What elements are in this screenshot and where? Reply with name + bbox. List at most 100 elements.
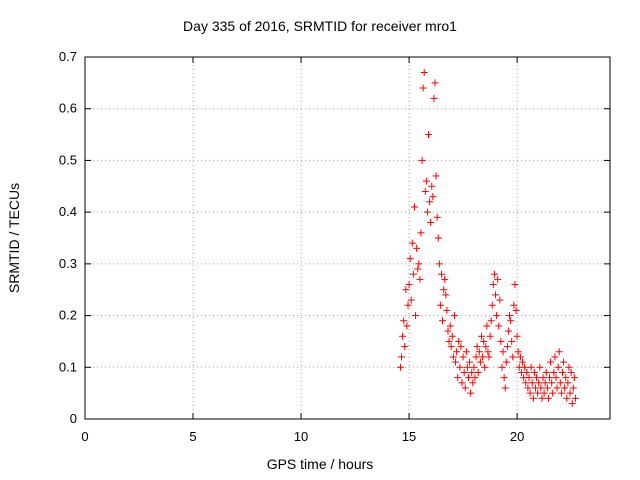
data-point [474,368,482,376]
data-point [467,389,475,397]
data-point [548,379,556,387]
axes [84,56,611,420]
data-point [504,327,512,335]
data-point [487,317,495,325]
grid-lines [85,57,610,419]
data-point [454,374,462,382]
data-point [448,332,456,340]
data-point [552,374,560,382]
data-point [494,275,502,283]
data-point [401,343,409,351]
data-point [415,260,423,268]
data-point [464,374,472,382]
y-tick-label: 0.3 [59,256,77,271]
data-point [456,363,464,371]
data-point [427,218,435,226]
data-point [463,363,471,371]
data-point [436,301,444,309]
data-point [511,281,519,289]
data-point [542,368,550,376]
data-point [560,358,568,366]
data-point [496,296,504,304]
data-point [539,374,547,382]
data-point [406,255,414,263]
data-point [551,353,559,361]
data-point [512,306,520,314]
data-point [459,353,467,361]
data-point [457,343,465,351]
x-axis-label: GPS time / hours [266,456,374,472]
data-point [500,374,508,382]
data-point [543,384,551,392]
data-point [408,239,416,247]
data-point [491,291,499,299]
data-point [444,327,452,335]
data-point [497,337,505,345]
data-point [414,265,422,273]
data-point [434,234,442,242]
data-point [526,389,534,397]
data-point [564,379,572,387]
data-point [460,368,468,376]
data-point [430,94,438,102]
data-point [458,379,466,387]
data-point [562,374,570,382]
data-point [435,260,443,268]
chart-title: Day 335 of 2016, SRMTID for receiver mro… [183,18,457,34]
data-point [507,317,515,325]
data-point [530,368,538,376]
data-point [554,363,562,371]
data-point [566,389,574,397]
plot-frame [84,56,611,420]
data-point [429,193,437,201]
data-point [412,312,420,320]
data-point [490,270,498,278]
data-point [538,394,546,402]
tick-labels: 0 0.1 0.2 0.3 0.4 0.5 0.6 0.7 0 5 10 15 20 [59,49,524,444]
data-point [471,374,479,382]
data-point [503,343,511,351]
y-tick-label: 0.7 [59,49,77,64]
data-point [479,353,487,361]
data-point [441,275,449,283]
y-tick-label: 0.5 [59,152,77,167]
y-axis-label: SRMTID / TECUs [6,182,22,294]
y-tick-label: 0.4 [59,204,77,219]
data-point [489,281,497,289]
data-point [461,384,469,392]
x-tick-label: 10 [294,429,308,444]
data-point [565,363,573,371]
data-point [506,312,514,320]
data-point [443,306,451,314]
data-point [546,374,554,382]
data-point [423,208,431,216]
x-tick-label: 15 [402,429,416,444]
data-point [483,322,491,330]
data-point [404,301,412,309]
data-point [488,301,496,309]
data-point [547,358,555,366]
data-point [493,312,501,320]
y-tick-label: 0.1 [59,359,77,374]
data-point [521,363,529,371]
data-point [544,394,552,402]
data-point [472,353,480,361]
data-point [473,343,481,351]
data-point [486,332,494,340]
data-point [519,358,526,366]
data-point [499,348,507,356]
data-point [549,389,557,397]
data-point [396,363,404,371]
data-point [432,172,440,180]
x-tick-label: 5 [189,429,196,444]
data-point [475,348,483,356]
data-point [550,368,558,376]
data-point [421,187,429,195]
data-point [447,343,455,351]
data-point [513,332,521,340]
data-point [442,291,450,299]
y-tick-label: 0.6 [59,101,77,116]
data-point [568,399,576,407]
data-point [476,358,484,366]
data-point [450,312,458,320]
